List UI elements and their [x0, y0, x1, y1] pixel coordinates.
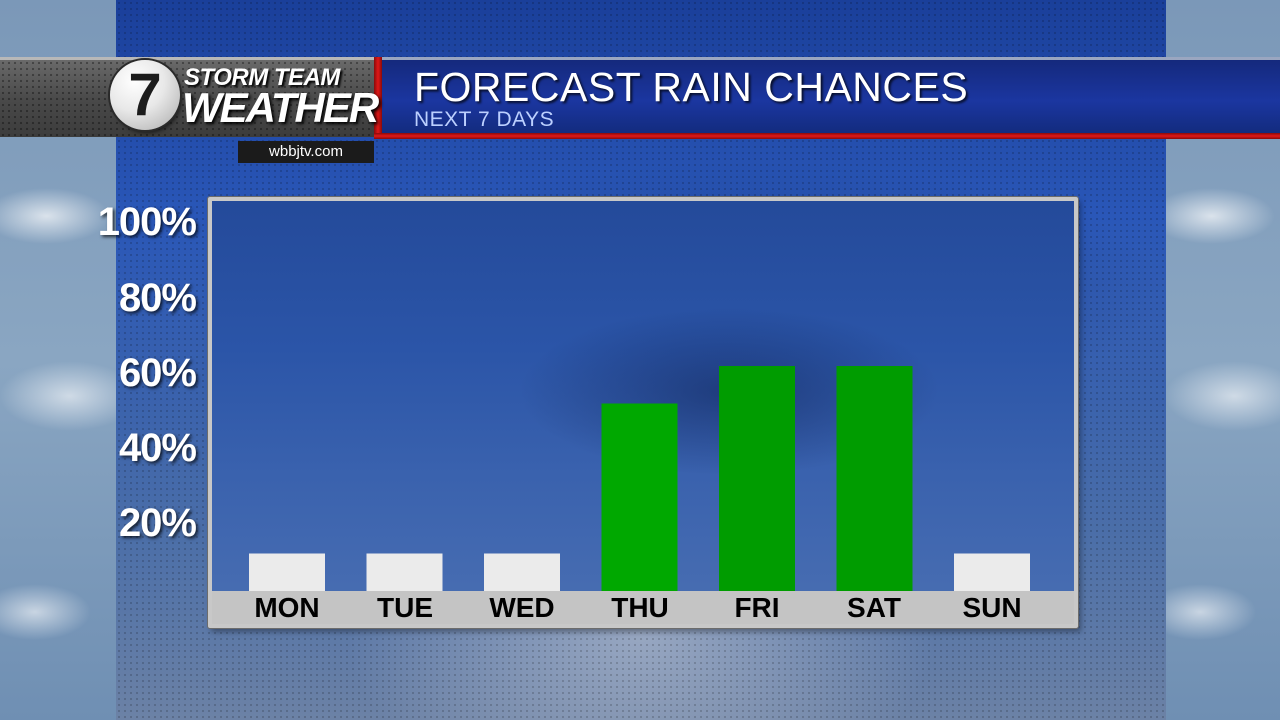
x-tick-label: WED: [489, 592, 555, 623]
bar-fri: [719, 366, 795, 591]
bar-wed: [484, 553, 560, 591]
header-red-divider: [374, 57, 382, 137]
y-tick-label: 60%: [118, 351, 197, 395]
chart-title: FORECAST RAIN CHANCES: [414, 64, 969, 110]
bar-sat: [836, 366, 913, 591]
x-tick-label: TUE: [377, 592, 433, 623]
channel-7-logo: 7: [110, 60, 180, 130]
bar-thu: [601, 403, 678, 591]
bar-tue: [366, 553, 443, 591]
y-tick-label: 100%: [97, 200, 197, 244]
x-axis-strip: [212, 591, 1074, 624]
header-red-underline: [374, 133, 1280, 139]
website-tag: wbbjtv.com: [238, 141, 374, 163]
x-tick-label: FRI: [734, 592, 780, 623]
y-tick-label: 40%: [118, 426, 197, 470]
logo-block: [0, 57, 374, 137]
x-tick-label: SAT: [847, 592, 901, 623]
x-tick-label: SUN: [962, 592, 1022, 623]
brand-storm-team: STORM TEAM: [184, 64, 340, 91]
bar-sun: [954, 553, 1030, 591]
y-tick-label: 20%: [118, 501, 197, 545]
x-tick-label: THU: [611, 592, 669, 623]
x-tick-label: MON: [254, 592, 320, 623]
channel-7-number: 7: [128, 61, 162, 128]
chart-subtitle: NEXT 7 DAYS: [414, 108, 555, 131]
bar-mon: [249, 553, 325, 591]
y-tick-label: 80%: [118, 276, 197, 320]
brand-weather: WEATHER: [182, 84, 379, 131]
